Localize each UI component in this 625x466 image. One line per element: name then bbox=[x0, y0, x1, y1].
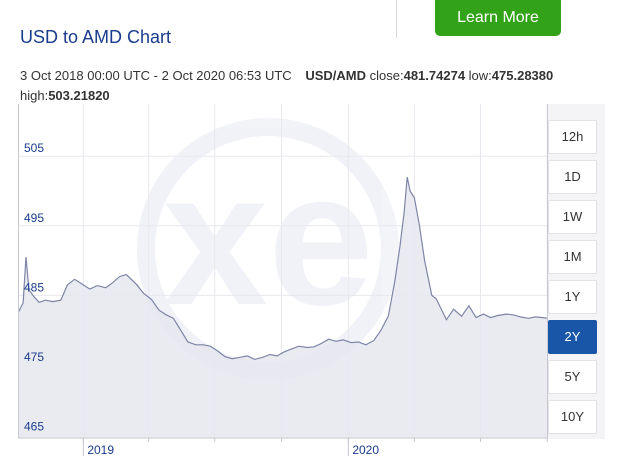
y-tick-label: 465 bbox=[24, 420, 44, 434]
currency-pair: USD/AMD bbox=[305, 68, 366, 83]
x-tick-label: 2020 bbox=[352, 443, 379, 457]
close-label: close: bbox=[369, 68, 404, 83]
page-title: USD to AMD Chart bbox=[20, 27, 172, 47]
y-tick-label: 505 bbox=[24, 141, 44, 155]
rate-chart[interactable]: xe 465 475 485 495 505 2019 2020 bbox=[18, 104, 548, 462]
range-button-12h[interactable]: 12h bbox=[548, 120, 597, 154]
low-value: 475.28380 bbox=[491, 68, 554, 83]
y-tick-label: 495 bbox=[24, 211, 44, 225]
svg-text:xe: xe bbox=[162, 133, 373, 345]
x-tick-label: 2019 bbox=[87, 443, 114, 457]
range-button-1y[interactable]: 1Y bbox=[548, 280, 597, 314]
range-button-1m[interactable]: 1M bbox=[548, 240, 597, 274]
range-button-1d[interactable]: 1D bbox=[548, 160, 597, 194]
range-button-5y[interactable]: 5Y bbox=[548, 360, 597, 394]
series-line bbox=[18, 176, 548, 361]
y-tick-label: 485 bbox=[24, 280, 44, 294]
range-button-10y[interactable]: 10Y bbox=[548, 400, 597, 434]
date-range: 3 Oct 2018 00:00 UTC - 2 Oct 2020 06:53 … bbox=[20, 68, 292, 83]
chart-svg: xe 465 475 485 495 505 2019 2020 bbox=[18, 104, 548, 457]
y-tick-label: 475 bbox=[24, 350, 44, 364]
high-label: high: bbox=[20, 88, 49, 103]
range-selector: 12h 1D 1W 1M 1Y 2Y 5Y 10Y bbox=[548, 104, 605, 439]
high-value: 503.21820 bbox=[48, 88, 110, 103]
range-button-1w[interactable]: 1W bbox=[548, 200, 597, 234]
low-label: low: bbox=[468, 68, 492, 83]
area-fill bbox=[18, 177, 548, 438]
learn-more-button[interactable]: Learn More bbox=[435, 0, 561, 36]
close-value: 481.74274 bbox=[403, 68, 466, 83]
range-button-2y[interactable]: 2Y bbox=[548, 320, 597, 354]
chart-meta: 3 Oct 2018 00:00 UTC - 2 Oct 2020 06:53 … bbox=[20, 66, 620, 106]
header-divider bbox=[396, 0, 397, 38]
